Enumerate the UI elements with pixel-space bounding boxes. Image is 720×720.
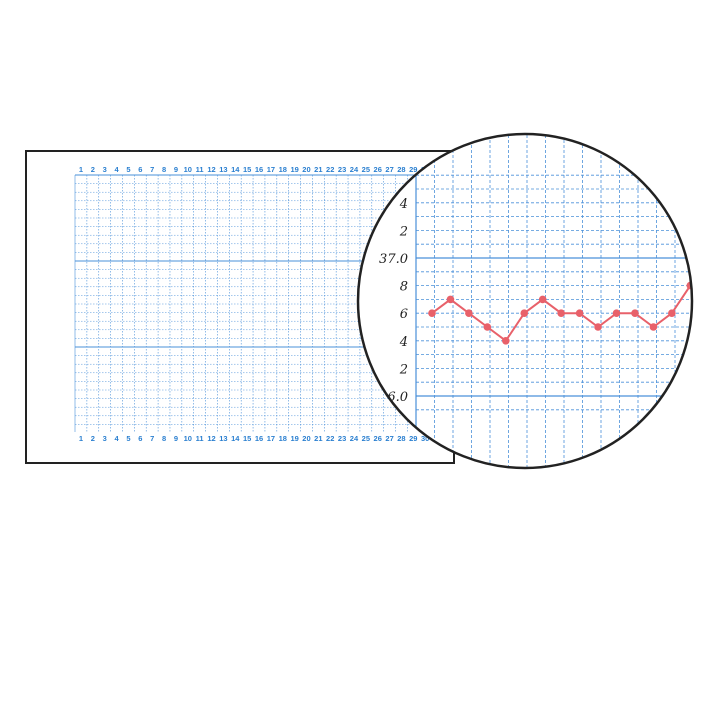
day-number: 2 xyxy=(91,165,95,174)
day-number: 1 xyxy=(79,434,83,443)
data-point xyxy=(612,309,621,318)
day-number: 10 xyxy=(184,434,192,443)
day-number: 19 xyxy=(290,165,298,174)
y-tick-label: 6 xyxy=(400,307,408,322)
y-tick-label: 2 xyxy=(399,362,408,377)
day-number: 16 xyxy=(255,434,263,443)
day-number: 4 xyxy=(114,434,119,443)
day-number: 25 xyxy=(362,165,370,174)
day-number: 8 xyxy=(162,434,166,443)
day-number: 26 xyxy=(374,434,382,443)
day-number: 20 xyxy=(302,434,310,443)
day-number: 24 xyxy=(350,165,359,174)
y-tick-label: 8 xyxy=(400,280,408,295)
y-tick-label: 37.0 xyxy=(379,252,408,267)
magnifier-background xyxy=(358,134,692,468)
day-number: 27 xyxy=(385,165,393,174)
data-point xyxy=(575,309,584,318)
day-number: 13 xyxy=(219,434,227,443)
day-number: 13 xyxy=(219,165,227,174)
day-number: 23 xyxy=(338,165,346,174)
day-number: 9 xyxy=(174,434,178,443)
day-number: 25 xyxy=(362,434,370,443)
magnifier-lens xyxy=(356,132,694,470)
day-number: 10 xyxy=(184,165,192,174)
data-point xyxy=(465,309,473,318)
day-number: 5 xyxy=(126,165,130,174)
day-number: 1 xyxy=(79,165,83,174)
day-number: 12 xyxy=(207,434,215,443)
day-number: 2 xyxy=(91,434,95,443)
day-number: 22 xyxy=(326,434,334,443)
day-number: 7 xyxy=(150,165,154,174)
day-number: 16 xyxy=(255,165,263,174)
day-number: 27 xyxy=(385,434,393,443)
day-number: 7 xyxy=(150,434,154,443)
day-number: 21 xyxy=(314,165,322,174)
day-number: 24 xyxy=(350,434,359,443)
day-number: 17 xyxy=(267,434,275,443)
day-number: 18 xyxy=(279,165,287,174)
data-point xyxy=(502,337,510,345)
day-number: 4 xyxy=(114,165,119,174)
data-point xyxy=(428,309,436,318)
day-number: 29 xyxy=(409,165,417,174)
day-number: 23 xyxy=(338,434,346,443)
temperature-series xyxy=(428,281,692,345)
data-point xyxy=(520,309,529,318)
day-number: 17 xyxy=(267,165,275,174)
data-point xyxy=(538,295,547,304)
top-day-numbers: 1 2 3 4 5 6 7 8 9 10 11 12 13 14 15 16 17 18 19 20 21 22 23 24 2… xyxy=(79,165,441,174)
day-number: 15 xyxy=(243,165,251,174)
data-point xyxy=(594,323,602,331)
y-tick-label: 4 xyxy=(399,335,408,350)
day-number: 3 xyxy=(103,165,107,174)
data-point xyxy=(631,309,639,318)
day-number: 9 xyxy=(174,165,178,174)
day-number: 22 xyxy=(326,165,334,174)
data-point xyxy=(668,309,676,318)
day-number: 6 xyxy=(138,434,142,443)
day-number: 6 xyxy=(138,165,142,174)
day-number: 14 xyxy=(231,165,240,174)
day-number: 14 xyxy=(231,434,240,443)
day-number: 15 xyxy=(243,434,251,443)
day-number: 18 xyxy=(279,434,287,443)
day-number: 28 xyxy=(397,434,405,443)
day-number: 11 xyxy=(196,165,204,174)
day-number: 21 xyxy=(314,434,322,443)
data-point xyxy=(446,295,455,304)
data-point xyxy=(649,323,658,331)
y-tick-label: 4 xyxy=(399,197,408,212)
data-point xyxy=(483,323,492,331)
day-number: 29 xyxy=(409,434,417,443)
day-number: 19 xyxy=(290,434,298,443)
data-point xyxy=(557,309,565,318)
day-number: 26 xyxy=(374,165,382,174)
day-number: 5 xyxy=(126,434,130,443)
bottom-day-numbers: 1 2 3 4 5 6 7 8 9 10 11 12 13 14 15 16 17 18 19 20 21 22 23 24 2… xyxy=(79,434,441,443)
day-number: 8 xyxy=(162,165,166,174)
day-number: 30 xyxy=(421,434,429,443)
day-number: 12 xyxy=(207,165,215,174)
y-tick-label: 2 xyxy=(399,224,408,239)
day-number: 11 xyxy=(196,434,204,443)
day-number: 20 xyxy=(302,165,310,174)
day-number: 28 xyxy=(397,165,405,174)
day-number: 3 xyxy=(103,434,107,443)
